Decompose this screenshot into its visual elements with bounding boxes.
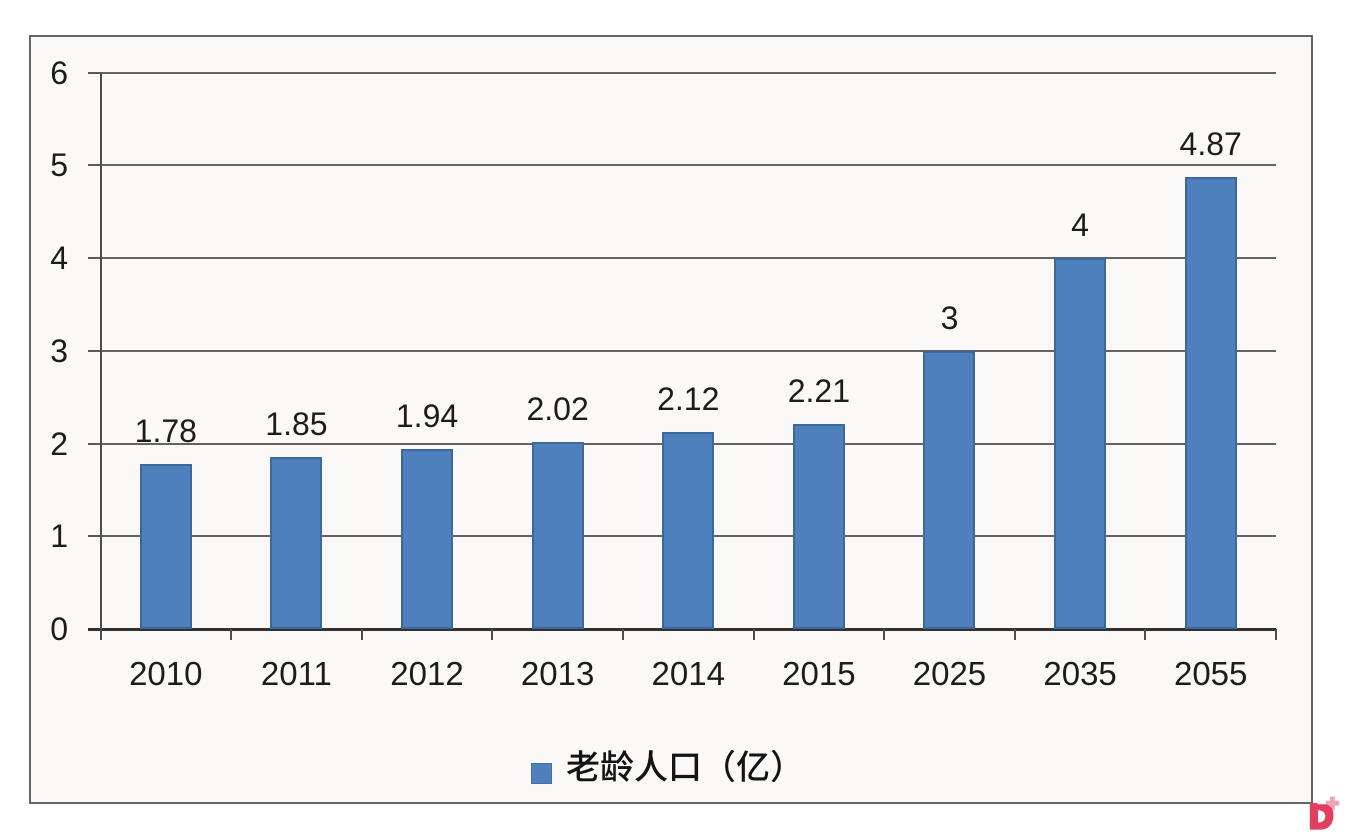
x-tick: [491, 629, 494, 640]
x-axis-label: 2035: [1043, 655, 1117, 692]
x-tick: [1013, 629, 1016, 640]
x-axis-label: 2013: [520, 655, 595, 692]
bar: [270, 457, 323, 629]
y-tick: [88, 257, 101, 259]
bar-value-label: 2.02: [526, 390, 589, 427]
x-axis-label: 2015: [782, 655, 856, 692]
y-tick: [88, 71, 101, 74]
x-tick: [230, 629, 233, 640]
x-axis-label: 2055: [1173, 655, 1248, 692]
y-axis-label: 0: [50, 611, 68, 647]
bar: [662, 432, 715, 629]
b-letter: [1309, 803, 1334, 830]
x-tick: [752, 629, 755, 640]
y-axis-label: 3: [50, 332, 68, 369]
x-axis-label: 2011: [260, 655, 332, 692]
y-tick: [88, 442, 101, 445]
b-plus-logo: [1309, 796, 1340, 830]
bar-value-label: 1.85: [265, 406, 328, 443]
y-axis-label: 1: [50, 518, 68, 555]
x-axis-label: 2010: [129, 655, 203, 692]
bar-value-label: 2.21: [787, 373, 850, 410]
y-tick: [88, 164, 101, 167]
gridline: [100, 257, 1276, 259]
bar: [139, 463, 192, 629]
bar: [1054, 258, 1107, 629]
gridline: [100, 349, 1276, 352]
bar: [531, 441, 584, 629]
bar: [923, 350, 976, 629]
y-tick: [88, 349, 101, 352]
bar-value-label: 4: [1071, 207, 1089, 243]
x-axis-label: 2025: [912, 655, 987, 692]
bar: [1184, 177, 1237, 629]
x-tick: [360, 629, 363, 640]
bar-value-label: 2.12: [657, 381, 720, 418]
x-axis-label: 2014: [651, 655, 725, 692]
bar-value-label: 1.94: [395, 398, 459, 435]
x-tick: [1144, 629, 1147, 640]
x-tick: [1275, 629, 1277, 640]
y-axis-label: 6: [50, 54, 68, 91]
y-tick: [88, 535, 101, 538]
y-axis-line: [99, 72, 102, 640]
x-tick: [621, 629, 624, 640]
bar-value-label: 1.78: [134, 412, 197, 449]
y-axis-label: 4: [50, 240, 68, 276]
bar: [792, 424, 845, 629]
gridline: [100, 71, 1276, 74]
bar-value-label: 3: [940, 299, 959, 336]
x-tick: [883, 629, 886, 640]
x-axis-label: 2012: [390, 655, 464, 692]
gridline: [100, 164, 1276, 167]
x-tick: [99, 629, 102, 640]
y-axis-label: 5: [50, 147, 68, 184]
y-axis-label: 2: [50, 425, 68, 462]
x-axis-line: [88, 627, 1276, 631]
plus-icon: [1325, 796, 1340, 810]
bar: [401, 449, 454, 629]
bar-value-label: 4.87: [1179, 126, 1242, 163]
